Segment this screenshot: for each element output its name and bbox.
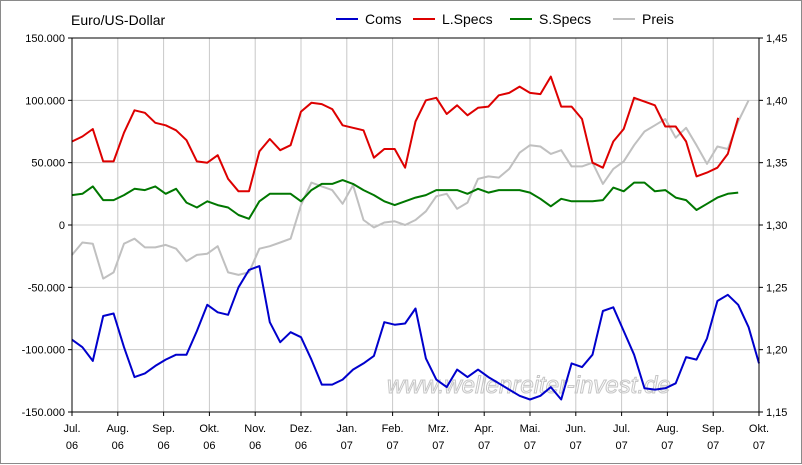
series-layer: [71, 75, 760, 401]
x-tick-label-year: 07: [661, 440, 673, 452]
x-tick-label-month: Okt.: [749, 423, 769, 435]
right-tick-label: 1,40: [766, 95, 787, 107]
left-tick-label: -100.000: [22, 345, 65, 357]
right-tick-label: 1,30: [766, 220, 787, 232]
x-tick-label-year: 06: [66, 440, 78, 452]
x-tick-label-year: 07: [615, 440, 627, 452]
left-tick-label: 150.000: [25, 33, 65, 45]
legend-label-coms: Coms: [365, 11, 402, 27]
legend-label-preis: Preis: [642, 11, 674, 27]
x-tick-label-month: Okt.: [199, 423, 219, 435]
left-tick-label: 50.000: [31, 158, 65, 170]
series-line-s-specs: [71, 179, 739, 220]
x-tick-label-year: 06: [203, 440, 215, 452]
right-tick-label: 1,45: [766, 33, 787, 45]
x-tick-label-month: Mrz.: [428, 423, 449, 435]
series-line-preis: [71, 99, 750, 280]
left-tick-label: 0: [59, 220, 65, 232]
x-tick-label-month: Jan.: [336, 423, 357, 435]
legend: Coms L.Specs S.Specs Preis: [336, 11, 674, 27]
x-tick-label-year: 06: [157, 440, 169, 452]
right-tick-label: 1,25: [766, 282, 787, 294]
x-tick-label-month: Jun.: [565, 423, 586, 435]
x-tick-label-month: Jul.: [63, 423, 80, 435]
left-axis: 150.000 100.000 50.000 0 -50.000 -100.000 -150…: [22, 33, 72, 419]
chart-title: Euro/US-Dollar: [71, 12, 165, 28]
x-tick-label-month: Sep.: [702, 423, 725, 435]
x-tick-label-month: Dez.: [290, 423, 313, 435]
legend-label-l-specs: L.Specs: [442, 11, 493, 27]
watermark-text: www.wellenreiter-invest.de: [387, 372, 671, 399]
right-tick-label: 1,20: [766, 345, 787, 357]
x-tick-label-month: Aug.: [656, 423, 679, 435]
x-tick-label-year: 07: [753, 440, 765, 452]
x-axis: Jul. 06 Aug. 06 Sep. 06 Okt. 06 Nov. 06 Dez. 06 Jan.…: [63, 412, 769, 452]
x-tick-label-year: 07: [341, 440, 353, 452]
series-line-coms: [71, 265, 760, 401]
left-tick-label: -150.000: [22, 407, 65, 419]
x-tick-label-month: Nov.: [244, 423, 266, 435]
right-tick-label: 1,15: [766, 407, 787, 419]
x-tick-label-month: Jul.: [613, 423, 630, 435]
right-tick-label: 1,35: [766, 158, 787, 170]
x-tick-label-month: Mai.: [520, 423, 541, 435]
legend-label-s-specs: S.Specs: [539, 11, 591, 27]
x-tick-label-month: Aug.: [106, 423, 129, 435]
x-tick-label-year: 07: [478, 440, 490, 452]
left-tick-label: 100.000: [25, 95, 65, 107]
x-tick-label-year: 07: [524, 440, 536, 452]
left-tick-label: -50.000: [28, 282, 65, 294]
right-axis: 1,45 1,40 1,35 1,30 1,25 1,20 1,15: [759, 33, 787, 419]
x-tick-label-year: 07: [707, 440, 719, 452]
x-tick-label-year: 07: [386, 440, 398, 452]
x-tick-label-year: 06: [112, 440, 124, 452]
x-tick-label-year: 06: [249, 440, 261, 452]
x-tick-label-year: 07: [570, 440, 582, 452]
series-line-l-specs: [71, 75, 740, 193]
x-tick-label-year: 06: [295, 440, 307, 452]
x-tick-label-month: Apr.: [474, 423, 494, 435]
x-tick-label-year: 07: [432, 440, 444, 452]
x-tick-label-month: Feb.: [382, 423, 404, 435]
x-tick-label-month: Sep.: [152, 423, 175, 435]
